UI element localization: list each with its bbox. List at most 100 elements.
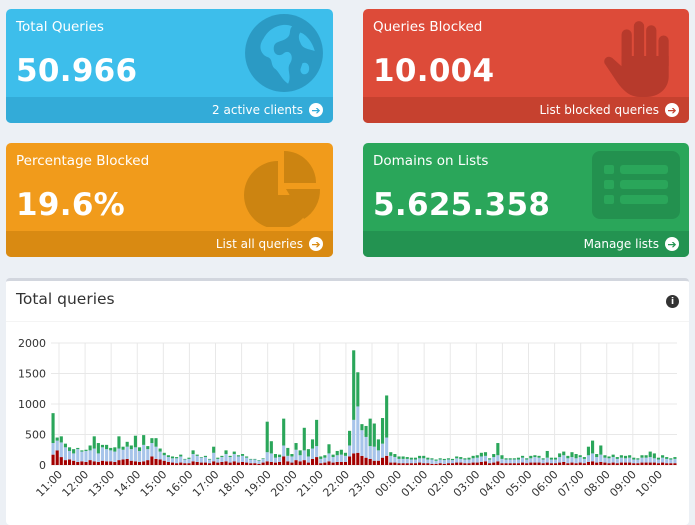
bar-permitted xyxy=(67,450,72,460)
bar-permitted xyxy=(669,459,673,464)
total-queries-chart[interactable]: 0 500 1000 1500 2000 11:0012:0013:0014:0015:0… xyxy=(6,281,689,522)
bar-blocked xyxy=(521,462,525,465)
manage-lists-link[interactable]: Manage lists ➔ xyxy=(363,231,689,257)
bar-blocked xyxy=(133,461,137,465)
bar-cached xyxy=(261,458,265,459)
bar-blocked xyxy=(323,462,327,465)
bar-cached xyxy=(471,455,475,459)
bar-permitted xyxy=(611,457,615,463)
bar-permitted xyxy=(298,455,302,462)
bar-permitted xyxy=(566,458,570,464)
list-all-queries-label: List all queries xyxy=(215,237,303,251)
bar-blocked xyxy=(76,461,80,465)
bar-permitted xyxy=(343,455,348,462)
bar-blocked xyxy=(216,462,220,465)
domains-on-lists-value: 5.625.358 xyxy=(373,187,551,223)
bar-cached xyxy=(216,457,220,459)
bar-cached xyxy=(158,448,162,452)
active-clients-link[interactable]: 2 active clients ➔ xyxy=(6,97,333,123)
arrow-right-icon: ➔ xyxy=(665,237,679,251)
arrow-right-icon: ➔ xyxy=(309,237,323,251)
bar-cached xyxy=(562,451,566,456)
bar-cached xyxy=(393,454,397,458)
info-icon[interactable]: i xyxy=(666,295,679,308)
bar-cached xyxy=(586,446,591,456)
bar-blocked xyxy=(570,462,574,465)
bar-cached xyxy=(438,458,442,460)
bar-blocked xyxy=(541,463,545,465)
bar-blocked xyxy=(96,461,100,465)
bar-blocked xyxy=(129,460,133,465)
bar-blocked xyxy=(376,460,380,465)
bar-blocked xyxy=(121,459,125,465)
bar-cached xyxy=(323,455,327,458)
list-blocked-queries-link[interactable]: List blocked queries ➔ xyxy=(363,97,689,123)
total-queries-card: Total Queries 50.966 2 active clients ➔ xyxy=(6,9,333,123)
bar-blocked xyxy=(389,462,393,465)
bar-permitted xyxy=(368,446,372,459)
bar-permitted xyxy=(603,457,607,463)
bar-blocked xyxy=(170,462,175,465)
bar-permitted xyxy=(203,457,207,463)
manage-lists-label: Manage lists xyxy=(583,237,659,251)
x-tick-label: 06:00 xyxy=(529,468,561,500)
bar-permitted xyxy=(558,457,562,463)
bar-blocked xyxy=(175,463,179,465)
bar-permitted xyxy=(100,447,105,461)
bar-blocked xyxy=(380,457,385,465)
bar-cached xyxy=(100,444,105,448)
bar-cached xyxy=(51,413,55,444)
bar-permitted xyxy=(574,458,578,464)
x-tick-label: 05:00 xyxy=(503,468,535,500)
bar-cached xyxy=(348,430,352,446)
bar-permitted xyxy=(137,450,142,462)
bar-cached xyxy=(516,457,520,460)
bar-permitted xyxy=(475,457,479,463)
bar-blocked xyxy=(426,463,430,465)
bar-blocked xyxy=(615,463,619,465)
bar-blocked xyxy=(253,463,257,465)
bar-blocked xyxy=(533,462,537,465)
bar-permitted xyxy=(55,440,59,451)
bar-blocked xyxy=(59,457,63,465)
y-tick-label: 0 xyxy=(39,459,46,472)
bar-cached xyxy=(84,449,88,451)
list-all-queries-link[interactable]: List all queries ➔ xyxy=(6,231,333,257)
bar-permitted xyxy=(352,419,356,454)
bar-blocked xyxy=(644,462,648,465)
bar-cached xyxy=(282,418,286,446)
bar-blocked xyxy=(516,463,520,465)
bar-cached xyxy=(92,436,96,449)
bar-permitted xyxy=(380,443,385,458)
bar-permitted xyxy=(525,459,529,464)
bar-cached xyxy=(500,455,504,459)
bar-cached xyxy=(364,425,368,437)
bar-blocked xyxy=(265,461,269,465)
x-tick-label: 11:00 xyxy=(34,468,66,500)
bar-blocked xyxy=(632,463,636,465)
bar-cached xyxy=(298,450,302,456)
bar-blocked xyxy=(368,458,372,465)
bar-permitted xyxy=(409,459,413,464)
bar-permitted xyxy=(257,460,261,464)
bar-permitted xyxy=(315,446,319,458)
bar-cached xyxy=(648,451,652,458)
hand-icon xyxy=(604,21,669,97)
bar-permitted xyxy=(199,457,203,463)
bar-permitted xyxy=(253,459,257,464)
bar-cached xyxy=(665,457,669,459)
bar-cached xyxy=(434,459,438,461)
bar-blocked xyxy=(393,462,397,465)
bar-blocked xyxy=(455,462,459,465)
bar-permitted xyxy=(117,448,121,461)
bar-cached xyxy=(492,454,496,458)
bar-permitted xyxy=(240,455,245,462)
bar-cached xyxy=(508,458,512,460)
x-tick-label: 03:00 xyxy=(451,468,483,500)
bar-permitted xyxy=(113,451,117,462)
bar-blocked xyxy=(661,462,665,465)
bar-blocked xyxy=(434,463,438,465)
bar-blocked xyxy=(92,461,96,465)
bar-cached xyxy=(199,457,203,458)
bar-blocked xyxy=(562,461,566,465)
